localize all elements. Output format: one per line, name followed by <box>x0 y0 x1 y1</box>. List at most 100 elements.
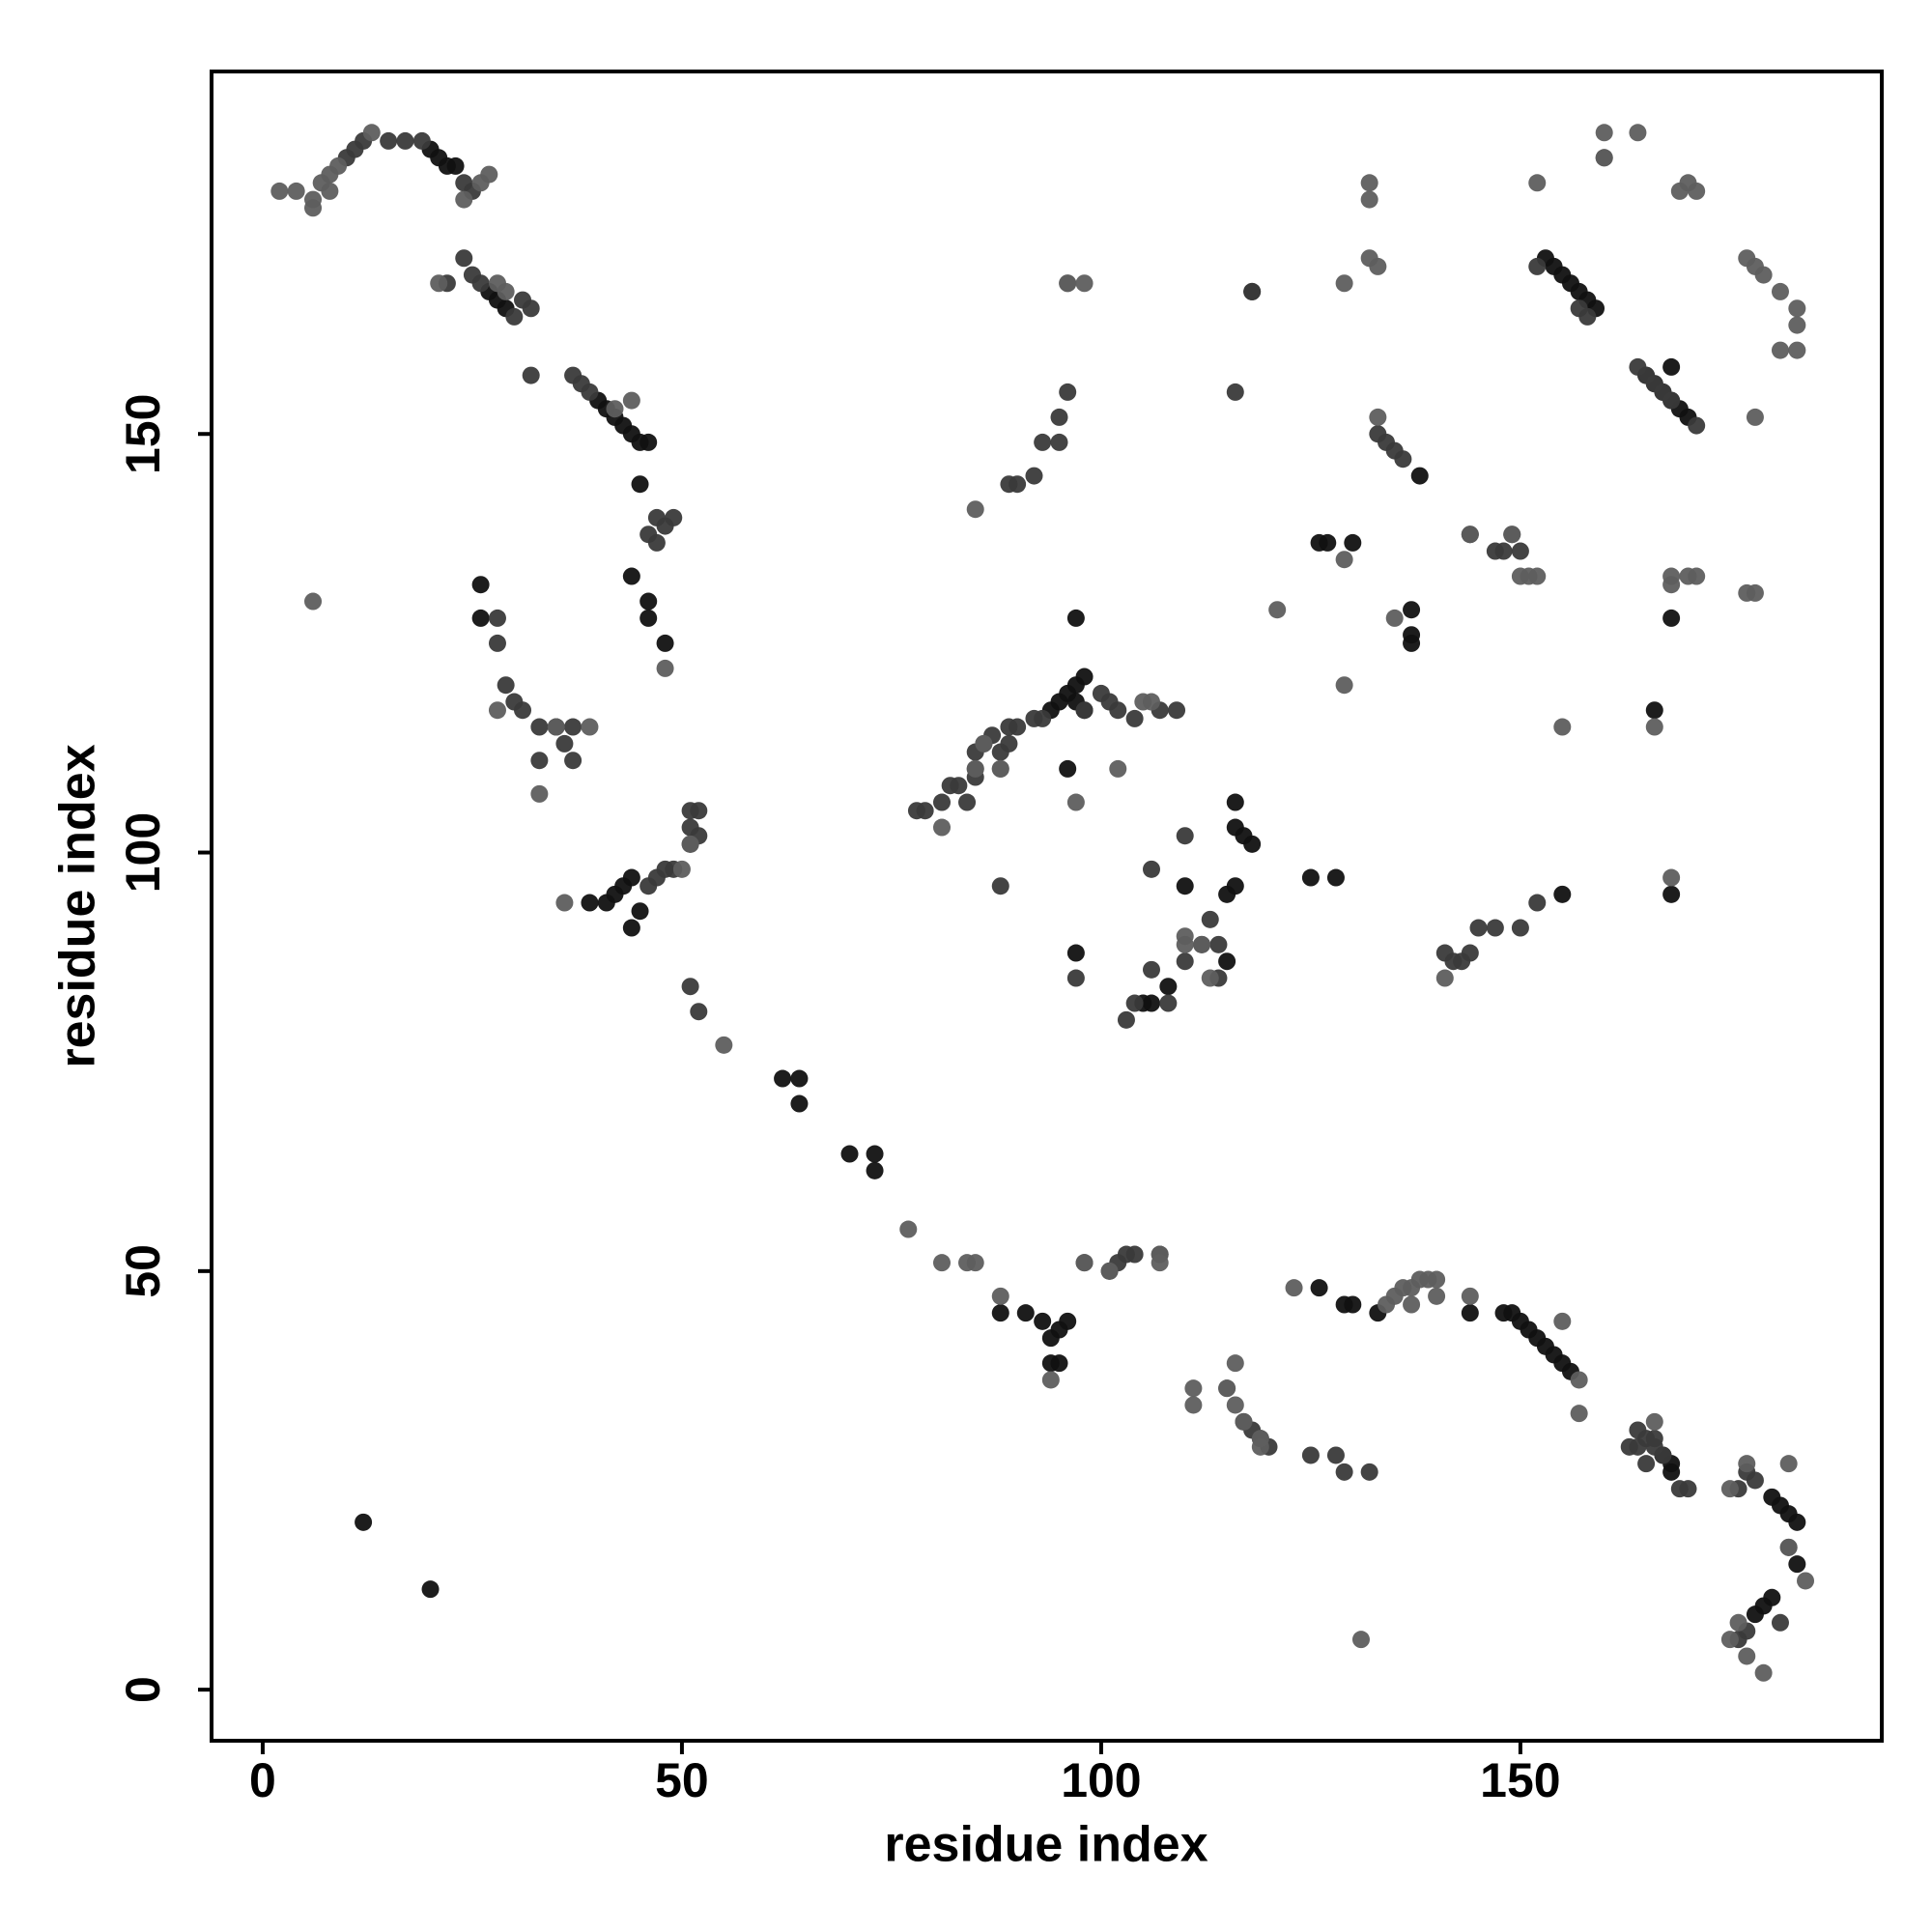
point <box>1738 1455 1756 1473</box>
point <box>1335 551 1353 569</box>
point <box>1201 910 1219 928</box>
point <box>1679 1480 1697 1498</box>
point <box>1226 877 1244 895</box>
point <box>1662 391 1681 410</box>
point <box>840 1145 859 1163</box>
point <box>581 894 599 912</box>
x-tick-label: 0 <box>249 1753 276 1807</box>
point <box>497 282 515 300</box>
point <box>1226 1354 1244 1373</box>
point <box>1125 1245 1144 1264</box>
point <box>1075 1254 1094 1272</box>
point <box>1335 274 1353 293</box>
point <box>1662 567 1681 585</box>
point <box>622 919 640 937</box>
point <box>505 307 524 326</box>
point <box>1394 450 1412 469</box>
point <box>606 400 624 418</box>
point <box>1193 935 1211 953</box>
point <box>1788 299 1806 318</box>
point <box>1059 383 1077 401</box>
point <box>1243 282 1262 300</box>
point <box>1688 567 1706 585</box>
point <box>547 718 565 736</box>
point <box>1125 709 1144 727</box>
point <box>1486 919 1504 937</box>
point <box>1125 994 1144 1012</box>
point <box>1109 701 1127 720</box>
point <box>355 1513 373 1531</box>
point <box>1075 701 1094 720</box>
point <box>681 978 699 996</box>
point <box>1066 609 1085 627</box>
point <box>1645 718 1663 736</box>
point <box>1754 1663 1773 1682</box>
x-tick-label: 50 <box>655 1753 709 1807</box>
point <box>497 676 515 695</box>
point <box>1034 433 1052 451</box>
point <box>1009 475 1027 494</box>
point <box>1788 341 1806 359</box>
x-axis-title: residue index <box>884 1817 1208 1873</box>
point <box>1034 1312 1052 1330</box>
point <box>1184 1379 1203 1398</box>
point <box>866 1145 884 1163</box>
point <box>1570 1371 1588 1389</box>
point <box>1050 433 1068 451</box>
point <box>1301 1446 1320 1464</box>
point <box>488 701 506 720</box>
point <box>270 182 289 200</box>
point <box>287 182 305 200</box>
point <box>991 759 1009 778</box>
plot-frame <box>210 70 1884 1743</box>
point <box>1251 1437 1269 1456</box>
point <box>622 567 640 585</box>
point <box>1410 467 1429 485</box>
point <box>1243 835 1262 853</box>
point <box>1553 718 1572 736</box>
point <box>362 124 381 142</box>
point <box>530 752 549 770</box>
point <box>1403 601 1421 619</box>
point <box>1066 944 1085 962</box>
point <box>1754 266 1773 284</box>
point <box>1788 316 1806 334</box>
point <box>1360 1463 1378 1481</box>
point <box>622 391 640 410</box>
point <box>1016 1304 1035 1322</box>
point <box>639 609 658 627</box>
point <box>1779 1538 1798 1556</box>
point <box>1654 1446 1672 1464</box>
point <box>1662 885 1681 903</box>
point <box>656 634 674 652</box>
point <box>581 718 599 736</box>
point <box>1184 1396 1203 1414</box>
point <box>1771 1613 1789 1632</box>
point <box>1041 1371 1060 1389</box>
point <box>1050 1354 1068 1373</box>
point <box>421 1580 440 1599</box>
point <box>950 777 968 795</box>
point <box>1117 1010 1135 1029</box>
point <box>1403 626 1421 644</box>
point <box>975 734 993 753</box>
y-axis-title: residue index <box>50 744 106 1067</box>
point <box>522 366 540 384</box>
point <box>1360 174 1378 192</box>
y-tick-label: 150 <box>116 394 170 474</box>
point <box>1159 994 1178 1012</box>
point <box>866 1161 884 1179</box>
point <box>1066 969 1085 987</box>
point <box>480 165 498 184</box>
point <box>1570 1405 1588 1423</box>
point <box>1351 1631 1370 1649</box>
point <box>1729 1613 1747 1632</box>
point <box>1201 969 1219 987</box>
point <box>1142 860 1160 878</box>
point <box>488 634 506 652</box>
point <box>933 793 952 811</box>
point <box>471 609 490 627</box>
point <box>1553 1312 1572 1330</box>
point <box>899 1220 918 1238</box>
